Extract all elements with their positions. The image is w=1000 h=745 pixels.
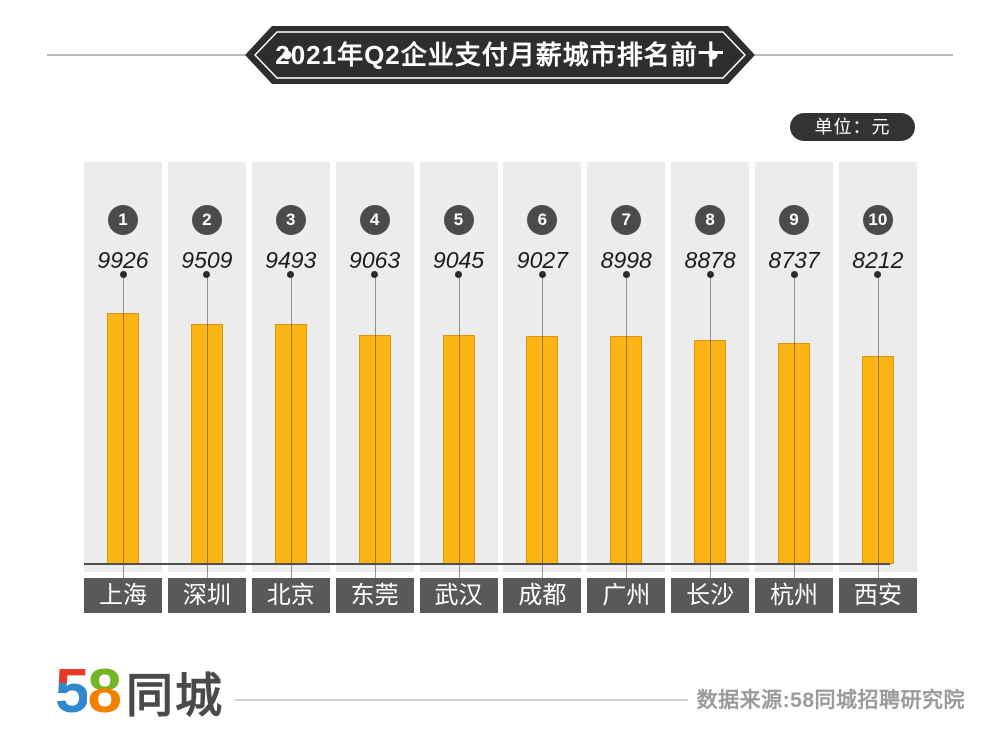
rank-badge: 10 <box>862 205 893 235</box>
leader-dot-icon <box>455 271 462 278</box>
chart-column: 8 8878 长沙 <box>671 162 750 613</box>
city-label: 西安 <box>838 578 917 613</box>
leader-dot-icon <box>790 271 798 278</box>
banner-shape <box>245 26 755 84</box>
leader-dot-icon <box>371 271 379 278</box>
value-label: 8737 <box>768 247 820 273</box>
rank-badge: 4 <box>359 205 390 235</box>
leader-line <box>794 274 795 578</box>
leader-dot-icon <box>287 271 295 278</box>
chart-column: 4 9063 东莞 <box>335 162 414 613</box>
rank-badge: 5 <box>443 205 474 235</box>
rank-badge: 6 <box>527 205 558 235</box>
chart-column: 10 8212 西安 <box>838 162 917 613</box>
leader-dot-icon <box>706 271 714 278</box>
logo-digit-5: 5 <box>55 657 90 726</box>
rank-badge: 2 <box>191 205 222 235</box>
rank-badge: 1 <box>108 205 138 235</box>
header-rule-right <box>755 54 953 56</box>
city-label: 深圳 <box>167 578 246 613</box>
logo-58tongcheng: 58 同城 <box>55 656 224 727</box>
leader-dot-icon <box>622 271 630 278</box>
value-label: 9509 <box>181 247 233 273</box>
leader-line <box>206 274 208 578</box>
chart-column: 7 8998 广州 <box>587 162 666 613</box>
city-label: 杭州 <box>755 578 833 613</box>
rank-badge: 7 <box>611 205 642 235</box>
unit-badge: 单位：元 <box>790 113 915 141</box>
leader-line <box>374 274 376 578</box>
chart-column: 9 8737 杭州 <box>755 162 833 613</box>
leader-dot-icon <box>203 271 211 278</box>
city-label: 北京 <box>251 578 330 613</box>
city-label: 成都 <box>503 578 582 613</box>
rank-badge: 9 <box>779 205 809 235</box>
city-label: 上海 <box>84 578 162 613</box>
banner-dot-left-icon <box>282 50 292 60</box>
data-source-text: 数据来源:58同城招聘研究院 <box>696 689 965 712</box>
leader-line <box>458 274 460 578</box>
logo-digit-8: 8 <box>87 657 122 726</box>
value-label: 8212 <box>852 247 904 273</box>
banner-dot-right-icon <box>708 50 718 60</box>
value-label: 9063 <box>349 247 401 273</box>
banner-inner-outline <box>253 31 747 79</box>
city-label: 武汉 <box>419 578 498 613</box>
leader-line <box>877 274 879 578</box>
title-banner: 2021年Q2企业支付月薪城市排名前十 <box>245 26 755 84</box>
chart-column: 1 9926 上海 <box>84 162 162 613</box>
leader-line <box>710 274 712 578</box>
rank-badge: 3 <box>275 205 306 235</box>
leader-dot-icon <box>538 271 546 278</box>
leader-line <box>626 274 628 578</box>
footer-separator-line <box>235 699 688 701</box>
city-label: 东莞 <box>335 578 414 613</box>
chart-column: 3 9493 北京 <box>251 162 330 613</box>
chart-column: 6 9027 成都 <box>503 162 582 613</box>
axis-baseline <box>84 563 890 565</box>
rank-badge: 8 <box>695 205 726 235</box>
value-label: 9493 <box>265 247 317 273</box>
leader-dot-icon <box>874 271 882 278</box>
value-label: 9926 <box>97 247 149 273</box>
city-label: 广州 <box>587 578 666 613</box>
leader-line <box>290 274 292 578</box>
leader-line <box>123 274 124 578</box>
chart-column: 2 9509 深圳 <box>167 162 246 613</box>
value-label: 9027 <box>516 247 568 273</box>
value-label: 8998 <box>600 247 652 273</box>
value-label: 9045 <box>432 247 485 273</box>
page-title: 2021年Q2企业支付月薪城市排名前十 <box>275 40 725 70</box>
bar-chart: 1 9926 上海 2 9509 深圳 3 9493 北京 4 9063 东莞 … <box>84 162 917 613</box>
chart-columns: 1 9926 上海 2 9509 深圳 3 9493 北京 4 9063 东莞 … <box>84 162 917 613</box>
leader-dot-icon <box>119 271 127 278</box>
value-label: 8878 <box>684 247 736 273</box>
header-rule-left <box>47 54 245 56</box>
city-label: 长沙 <box>671 578 750 613</box>
logo-name: 同城 <box>125 669 224 722</box>
leader-line <box>542 274 544 578</box>
chart-column: 5 9045 武汉 <box>419 162 498 613</box>
